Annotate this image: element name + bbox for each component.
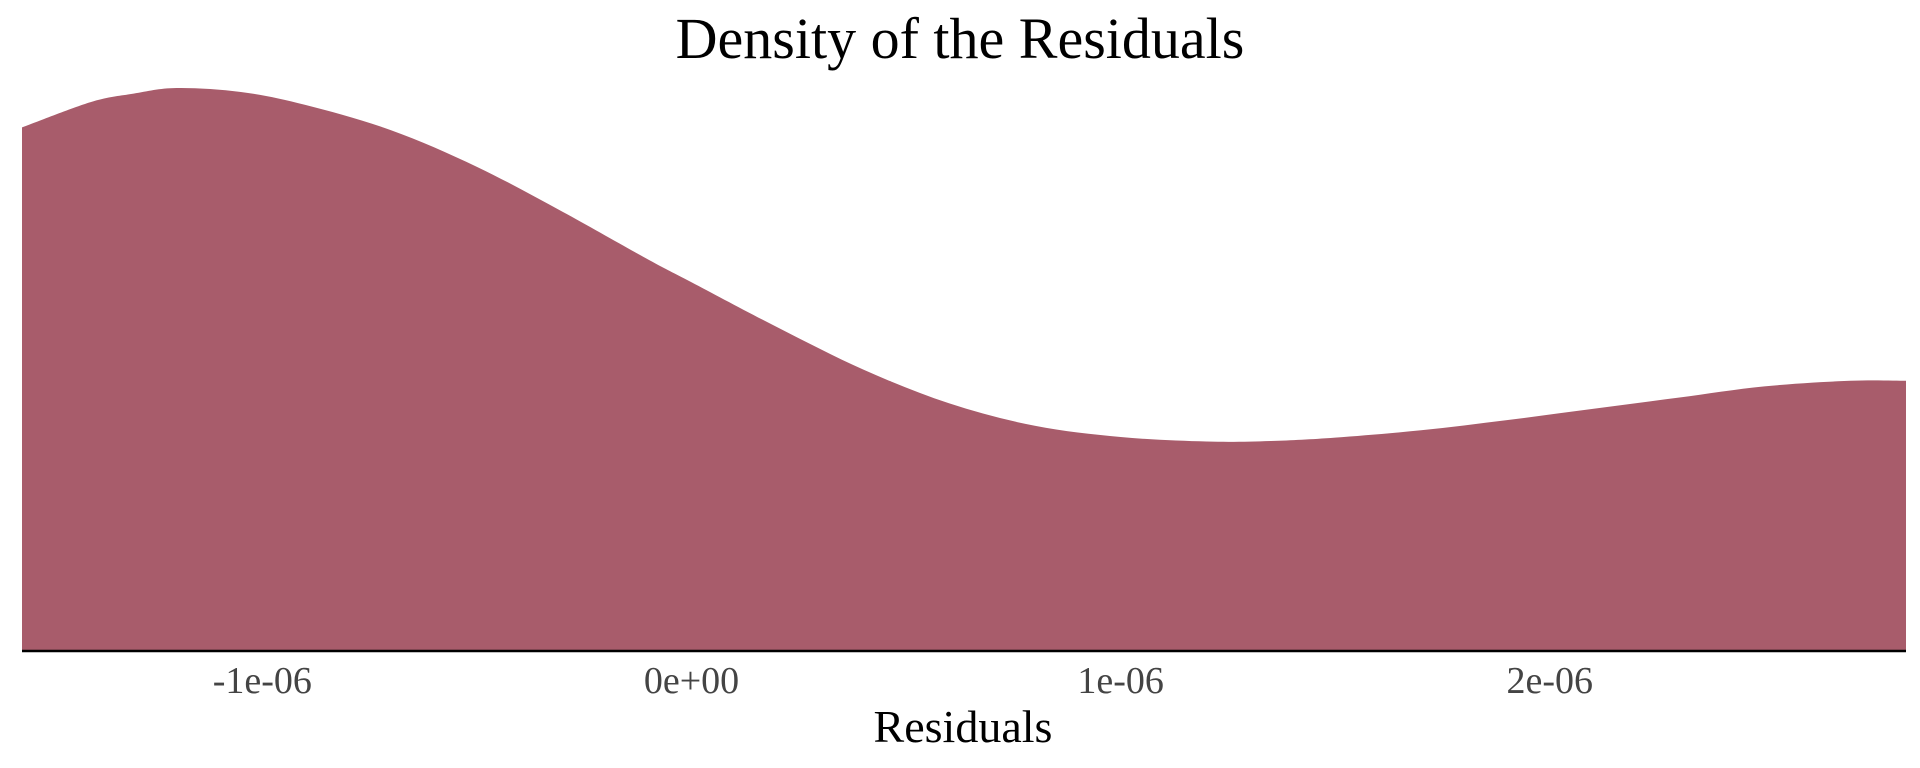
chart-title: Density of the Residuals <box>676 6 1245 71</box>
x-tick-label: 1e-06 <box>1077 660 1164 702</box>
x-axis-label: Residuals <box>874 701 1053 752</box>
density-area-series <box>22 87 1906 652</box>
x-tick-label: -1e-06 <box>213 660 312 702</box>
plot-area <box>22 87 1906 652</box>
x-tick-label: 2e-06 <box>1507 660 1594 702</box>
x-axis-ticks: -1e-06 0e+00 1e-06 2e-06 <box>213 660 1593 702</box>
x-tick-label: 0e+00 <box>644 660 739 702</box>
